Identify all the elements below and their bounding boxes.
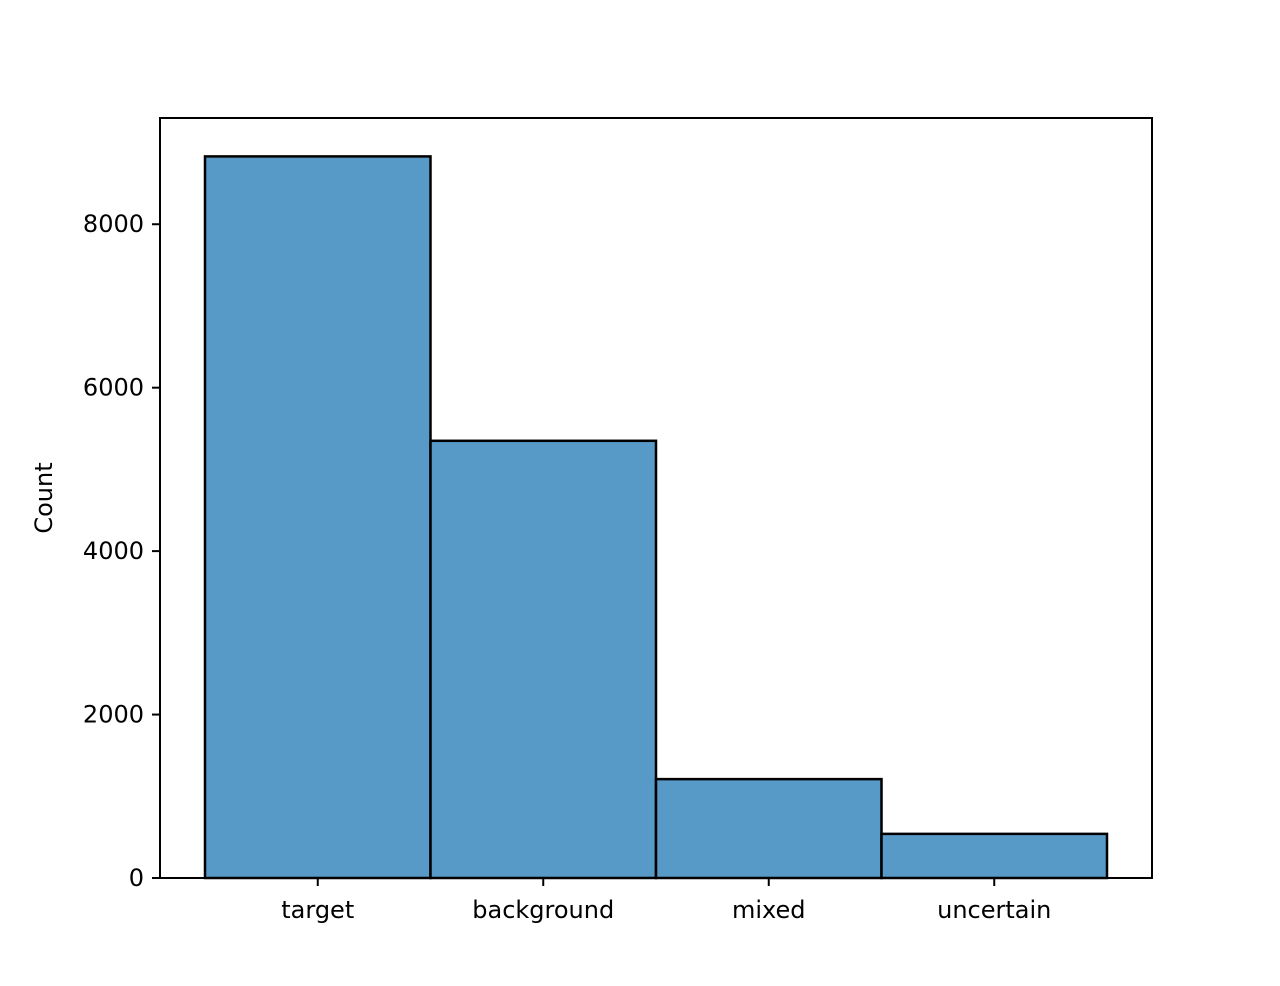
x-tick-label: mixed [732, 896, 806, 924]
y-axis: 0 2000 4000 6000 8000 [83, 210, 160, 892]
x-tick-label: uncertain [937, 896, 1051, 924]
bar-mixed [654, 777, 883, 880]
x-tick-label: target [281, 896, 354, 924]
x-axis: target background mixed uncertain [281, 878, 1051, 924]
x-tick-label: background [472, 896, 614, 924]
bar-target [203, 155, 432, 880]
y-tick-label: 2000 [83, 701, 144, 729]
bar-background [429, 439, 658, 880]
bar-uncertain [880, 832, 1109, 880]
y-tick-label: 4000 [83, 537, 144, 565]
y-tick-label: 6000 [83, 374, 144, 402]
bars-group [203, 155, 1109, 880]
plot-frame [159, 117, 1153, 879]
y-tick-label: 0 [129, 864, 144, 892]
y-axis-label: Count [30, 462, 58, 533]
y-tick-label: 8000 [83, 210, 144, 238]
